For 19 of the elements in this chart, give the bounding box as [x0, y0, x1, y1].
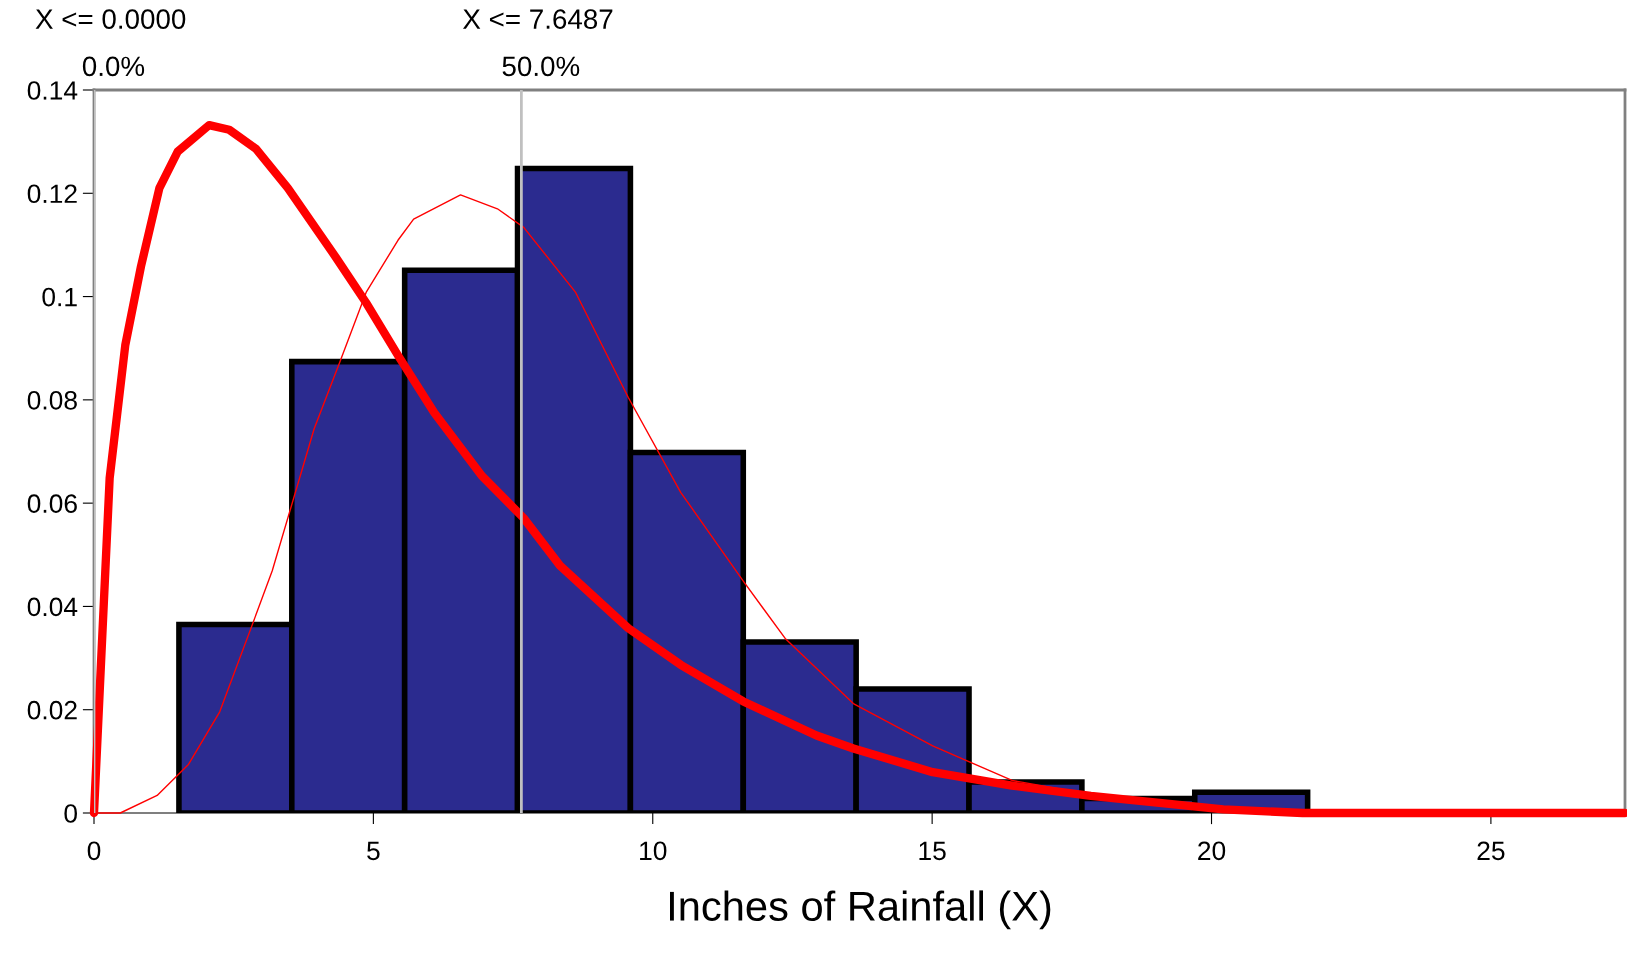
- y-tick-label: 0: [64, 804, 77, 823]
- text: 0.0%: [82, 56, 145, 77]
- ref-line-label: X <= 0.0000: [35, 9, 186, 29]
- x-tick-label: 0: [87, 841, 101, 861]
- y-tick-label: 0.06: [27, 494, 77, 513]
- y-tick-label: 0.1: [42, 287, 77, 307]
- x-tick-label: 10: [640, 841, 667, 861]
- x-tick-label: 25: [1477, 841, 1505, 861]
- x-axis-title: Inches of Rainfall (X): [669, 890, 1051, 930]
- text: 50.0%: [502, 56, 580, 77]
- y-tick-label: 0.14: [27, 81, 78, 100]
- x-tick-label: 20: [1198, 841, 1226, 861]
- ref-line-label: X <= 7.6487: [462, 9, 613, 29]
- x-tick-label: 15: [919, 841, 946, 861]
- x-tick-label: 5: [367, 841, 380, 861]
- y-tick-label: 0.12: [27, 184, 77, 204]
- y-tick-label: 0.02: [27, 700, 77, 720]
- y-tick-label: 0.08: [27, 390, 77, 410]
- y-tick-label: 0.04: [27, 597, 78, 617]
